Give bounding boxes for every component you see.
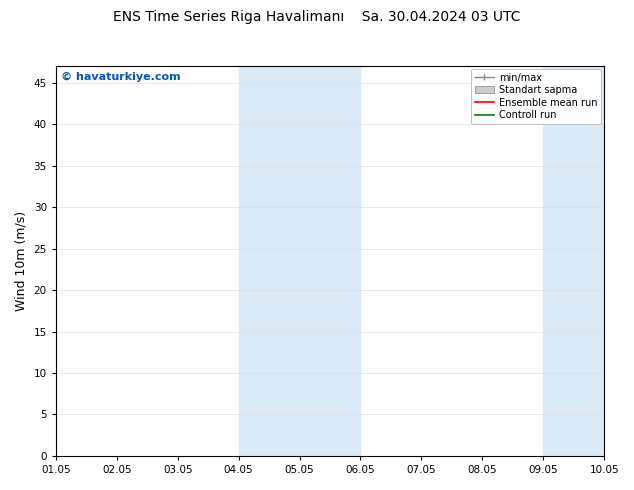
Bar <box>238 66 361 456</box>
Text: © havaturkiye.com: © havaturkiye.com <box>61 72 181 82</box>
Legend: min/max, Standart sapma, Ensemble mean run, Controll run: min/max, Standart sapma, Ensemble mean r… <box>470 69 601 124</box>
Y-axis label: Wind 10m (m/s): Wind 10m (m/s) <box>15 211 28 311</box>
Text: ENS Time Series Riga Havalimanı    Sa. 30.04.2024 03 UTC: ENS Time Series Riga Havalimanı Sa. 30.0… <box>113 10 521 24</box>
Bar <box>543 66 634 456</box>
